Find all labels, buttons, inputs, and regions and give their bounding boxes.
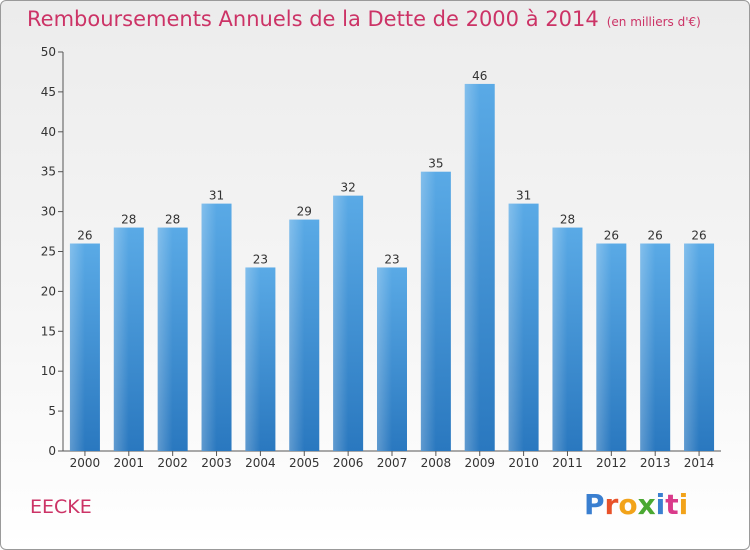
bar-highlight	[377, 267, 392, 451]
value-label-2014: 26	[691, 229, 706, 243]
bar-highlight	[157, 227, 173, 451]
bar-highlight	[596, 243, 612, 451]
x-tick-label: 2012	[596, 456, 627, 470]
x-tick-label: 2008	[421, 456, 452, 470]
y-tick-label: 20	[41, 284, 56, 298]
proxiti-logo: Proxiti	[584, 488, 688, 521]
value-label-2005: 29	[297, 205, 312, 219]
bar-highlight	[464, 83, 480, 452]
x-tick-label: 2004	[245, 456, 276, 470]
y-tick-label: 15	[41, 324, 56, 338]
logo-letter: o	[618, 488, 638, 521]
x-tick-label: 2001	[114, 456, 145, 470]
bar-highlight	[508, 203, 524, 451]
value-label-2003: 31	[209, 189, 224, 203]
x-tick-label: 2007	[377, 456, 408, 470]
value-label-2007: 23	[384, 252, 399, 266]
x-tick-label: 2006	[333, 456, 364, 470]
value-label-2012: 26	[604, 229, 619, 243]
commune-name: EECKE	[30, 496, 92, 518]
value-labels: 26 28 28 31 23 29 32 23 35 46 31 28 26 26 26	[77, 69, 706, 267]
x-tick-label: 2002	[157, 456, 188, 470]
value-label-2002: 28	[165, 213, 180, 227]
value-label-2006: 32	[340, 181, 355, 195]
value-label-2000: 26	[77, 229, 92, 243]
logo-letter: i	[655, 488, 666, 521]
bar-highlight	[640, 243, 656, 451]
chart-title-text: Remboursements Annuels de la Dette de 20…	[27, 7, 599, 31]
value-label-2009: 46	[472, 69, 487, 83]
x-tick-label: 2005	[289, 456, 320, 470]
value-label-2008: 35	[428, 157, 443, 171]
bar-highlight	[113, 227, 129, 451]
chart-unit: (en milliers d'€)	[606, 15, 701, 29]
y-tick-label: 5	[48, 404, 56, 418]
x-tick-label: 2010	[508, 456, 539, 470]
bar-highlight	[201, 203, 217, 451]
x-tick-label: 2000	[70, 456, 101, 470]
y-tick-label: 25	[41, 245, 56, 259]
bar-highlight	[245, 267, 261, 451]
x-tick-label: 2014	[684, 456, 715, 470]
bar-highlight	[289, 219, 305, 451]
chart-title: Remboursements Annuels de la Dette de 20…	[27, 7, 701, 31]
value-label-2011: 28	[560, 213, 575, 227]
y-tick-label: 0	[48, 444, 56, 458]
y-tick-label: 50	[41, 45, 56, 59]
logo-letter: x	[637, 488, 656, 521]
y-tick-label: 45	[41, 85, 56, 99]
y-tick-label: 30	[41, 205, 56, 219]
y-tick-label: 35	[41, 165, 56, 179]
bar-highlight	[552, 227, 568, 451]
value-label-2001: 28	[121, 213, 136, 227]
logo-letter: P	[584, 488, 605, 521]
logo-letter: i	[678, 488, 689, 521]
x-tick-label: 2009	[464, 456, 495, 470]
value-label-2013: 26	[648, 229, 663, 243]
x-tick-label: 2013	[640, 456, 671, 470]
logo-letter: r	[604, 488, 619, 521]
x-tick-label: 2003	[201, 456, 232, 470]
bars	[69, 83, 715, 452]
y-tick-label: 10	[41, 364, 56, 378]
bar-highlight	[69, 243, 85, 451]
value-label-2010: 31	[516, 189, 531, 203]
bar-highlight	[684, 243, 700, 451]
axes: 0 5 10 15 20 25 30 35 40 45 50 2000 2001 2002 2003 2004…	[41, 45, 721, 470]
bar-highlight	[420, 171, 436, 451]
x-tick-label: 2011	[552, 456, 583, 470]
logo-letter: t	[665, 488, 679, 521]
bar-highlight	[333, 195, 349, 451]
value-label-2004: 23	[253, 252, 268, 266]
y-tick-label: 40	[41, 125, 56, 139]
